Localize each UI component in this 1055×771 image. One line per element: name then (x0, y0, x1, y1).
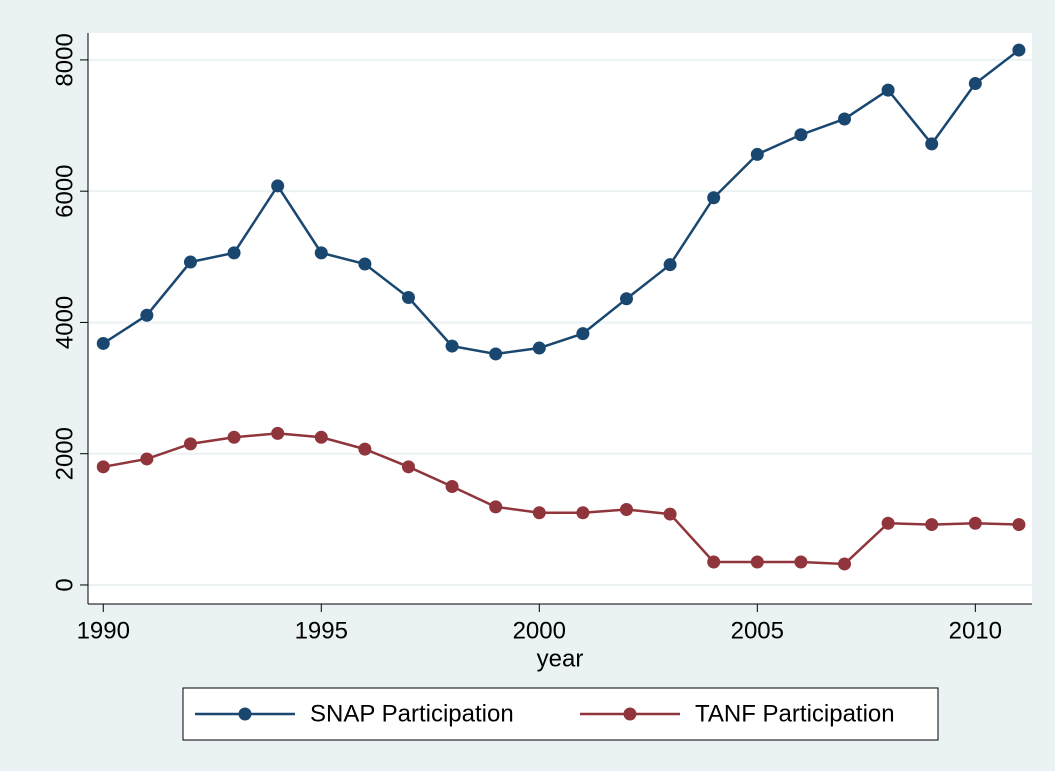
point (489, 500, 503, 514)
x-tick-label: 2000 (513, 617, 566, 644)
point (925, 137, 939, 151)
point (1012, 518, 1026, 532)
x-tick-label: 2010 (949, 617, 1002, 644)
point (445, 339, 459, 353)
point (358, 442, 372, 456)
point (619, 502, 633, 516)
point (707, 555, 721, 569)
legend-marker (623, 707, 637, 721)
point (925, 518, 939, 532)
point (663, 507, 677, 521)
y-tick-label: 8000 (51, 33, 78, 86)
point (707, 191, 721, 205)
point (227, 430, 241, 444)
legend (182, 687, 939, 741)
point (96, 460, 110, 474)
point (532, 341, 546, 355)
point (576, 327, 590, 341)
point (358, 257, 372, 271)
point (140, 308, 154, 322)
x-axis-label: year (537, 645, 584, 672)
point (445, 480, 459, 494)
legend-label: SNAP Participation (310, 700, 514, 727)
point (489, 347, 503, 361)
point (227, 246, 241, 260)
x-tick-label: 1995 (295, 617, 348, 644)
point (968, 516, 982, 530)
series-line (103, 432, 1019, 566)
series-line (102, 49, 1020, 356)
point (314, 430, 328, 444)
point (401, 290, 415, 304)
y-tick-label: 0 (51, 578, 78, 591)
point (968, 77, 982, 91)
x-tick-label: 1990 (77, 617, 130, 644)
point (750, 555, 764, 569)
x-tick-label: 2005 (731, 617, 784, 644)
y-tick-label: 2000 (51, 427, 78, 480)
point (183, 437, 197, 451)
y-tick-label: 6000 (51, 164, 78, 217)
point (619, 292, 633, 306)
point (96, 336, 110, 350)
point (1012, 43, 1026, 57)
point (838, 112, 852, 126)
point (314, 246, 328, 260)
point (794, 128, 808, 142)
point (140, 452, 154, 466)
point (271, 179, 285, 193)
plot-area (88, 33, 1032, 604)
point (401, 460, 415, 474)
point (794, 555, 808, 569)
legend-marker (238, 707, 252, 721)
point (532, 506, 546, 520)
point (838, 557, 852, 571)
point (183, 255, 197, 269)
y-tick-label: 4000 (51, 296, 78, 349)
legend-label: TANF Participation (695, 700, 895, 727)
point (881, 83, 895, 97)
point (881, 516, 895, 530)
point (271, 426, 285, 440)
point (663, 258, 677, 272)
point (750, 147, 764, 161)
point (576, 506, 590, 520)
